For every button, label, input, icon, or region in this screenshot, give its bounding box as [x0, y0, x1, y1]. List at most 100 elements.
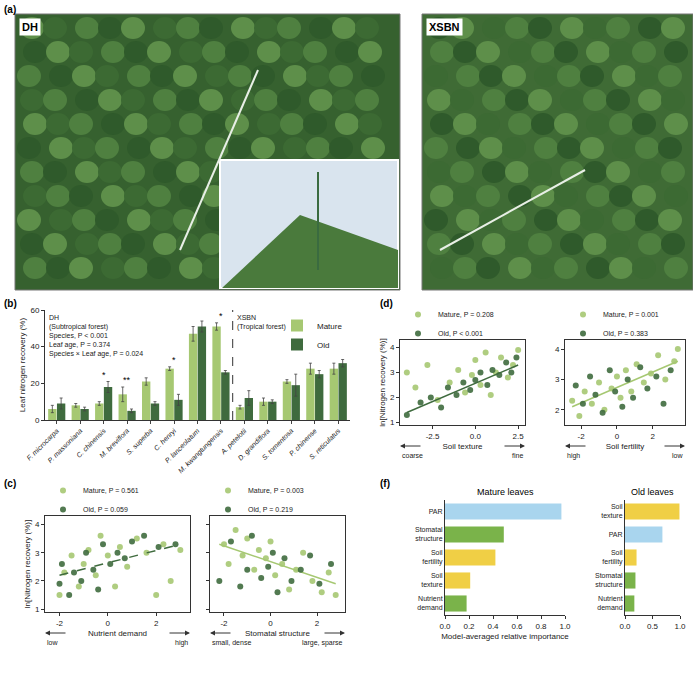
svg-text:P. lanceolatum: P. lanceolatum [164, 427, 201, 464]
svg-text:Old, P = 0.383: Old, P = 0.383 [603, 330, 648, 337]
svg-text:0.4: 0.4 [487, 622, 499, 631]
svg-text:0: 0 [615, 432, 620, 441]
svg-text:0.8: 0.8 [535, 622, 547, 631]
svg-text:(b): (b) [4, 298, 17, 309]
svg-text:1.0: 1.0 [674, 622, 686, 631]
svg-text:S. superba: S. superba [125, 427, 155, 457]
svg-text:D. grandiflora: D. grandiflora [236, 427, 271, 462]
svg-text:low: low [47, 639, 58, 646]
svg-text:0.0: 0.0 [439, 622, 451, 631]
svg-text:Nutrient demand: Nutrient demand [88, 629, 147, 638]
svg-text:4: 4 [35, 520, 40, 529]
svg-text:Old leaves: Old leaves [631, 487, 674, 497]
svg-text:coarse: coarse [402, 452, 423, 459]
svg-text:**: ** [123, 375, 131, 385]
svg-text:Mature, P = 0.561: Mature, P = 0.561 [83, 487, 139, 494]
svg-text:Leaf nitrogen recovery (%): Leaf nitrogen recovery (%) [18, 318, 27, 413]
svg-text:Soilfertility: Soilfertility [422, 549, 443, 566]
svg-text:A. petelotii: A. petelotii [219, 427, 249, 457]
svg-text:small, dense: small, dense [212, 639, 251, 646]
svg-text:40: 40 [30, 342, 39, 351]
svg-text:*: * [219, 311, 223, 321]
svg-text:Old, P < 0.001: Old, P < 0.001 [438, 330, 483, 337]
svg-text:Old: Old [317, 341, 329, 350]
svg-text:P. chinense: P. chinense [288, 427, 318, 457]
svg-text:Old, P = 0.219: Old, P = 0.219 [248, 506, 293, 513]
svg-text:Mature leaves: Mature leaves [477, 487, 534, 497]
svg-text:XSBN(Tropical forest): XSBN(Tropical forest) [237, 314, 286, 331]
svg-text:Mature: Mature [317, 322, 342, 331]
svg-text:high: high [567, 452, 580, 460]
svg-text:3: 3 [35, 549, 40, 558]
svg-text:M. breviflora: M. breviflora [98, 427, 130, 459]
svg-text:(d): (d) [380, 298, 393, 309]
svg-text:0: 0 [268, 619, 273, 628]
svg-text:0.0: 0.0 [470, 432, 482, 441]
svg-text:large, sparse: large, sparse [302, 639, 343, 647]
svg-text:Stomatal structure: Stomatal structure [245, 629, 310, 638]
svg-text:Mature, P = 0.001: Mature, P = 0.001 [603, 311, 659, 318]
svg-text:S. tomentosa: S. tomentosa [260, 427, 294, 461]
svg-text:1: 1 [390, 418, 395, 427]
svg-text:4: 4 [390, 343, 395, 352]
svg-text:Soil texture: Soil texture [442, 442, 483, 451]
svg-text:0.2: 0.2 [463, 622, 475, 631]
svg-text:1: 1 [35, 605, 40, 614]
svg-text:-2: -2 [220, 619, 228, 628]
svg-text:Soiltexture: Soiltexture [421, 572, 443, 588]
svg-text:S. reticulatus: S. reticulatus [308, 427, 342, 461]
svg-text:Stomatalstructure: Stomatalstructure [415, 526, 443, 542]
svg-text:0.6: 0.6 [511, 622, 523, 631]
svg-text:Soiltexture: Soiltexture [601, 503, 623, 519]
svg-text:DH: DH [22, 21, 38, 33]
svg-text:Mature, P = 0.003: Mature, P = 0.003 [248, 487, 304, 494]
svg-text:C. chinensis: C. chinensis [75, 427, 107, 459]
svg-text:2: 2 [35, 577, 40, 586]
svg-text:0: 0 [106, 619, 111, 628]
svg-text:Stomatalstructure: Stomatalstructure [595, 572, 623, 588]
svg-text:60: 60 [30, 306, 39, 315]
svg-text:1.0: 1.0 [559, 622, 571, 631]
svg-text:(c): (c) [4, 478, 16, 489]
svg-text:0: 0 [35, 416, 40, 425]
svg-text:-2: -2 [56, 619, 64, 628]
svg-text:C. henryi: C. henryi [152, 427, 178, 453]
svg-text:PAR: PAR [609, 531, 623, 538]
svg-text:fine: fine [512, 452, 523, 459]
svg-text:*: * [102, 370, 106, 380]
svg-text:ln[Nitrogen recovery (%)]: ln[Nitrogen recovery (%)] [23, 520, 32, 608]
svg-text:4: 4 [555, 345, 560, 354]
svg-text:3: 3 [390, 368, 395, 377]
svg-text:low: low [672, 452, 683, 459]
svg-text:M. kwangtungensis: M. kwangtungensis [177, 427, 225, 475]
svg-text:0.5: 0.5 [647, 622, 659, 631]
svg-text:*: * [172, 355, 176, 365]
svg-text:F. microcarpa: F. microcarpa [25, 427, 60, 462]
svg-text:20: 20 [30, 379, 39, 388]
svg-text:(f): (f) [380, 478, 390, 489]
svg-text:0.0: 0.0 [619, 622, 631, 631]
svg-text:Model-averaged relative import: Model-averaged relative importance [441, 632, 569, 641]
svg-text:2: 2 [651, 432, 656, 441]
svg-text:XSBN: XSBN [429, 21, 460, 33]
svg-text:PAR: PAR [429, 508, 443, 515]
svg-text:2.5: 2.5 [513, 432, 525, 441]
svg-text:-2: -2 [578, 432, 586, 441]
svg-text:ln[Nitrogen recovery (%)]: ln[Nitrogen recovery (%)] [378, 338, 387, 426]
svg-text:2: 2 [154, 619, 159, 628]
svg-text:Old, P = 0.059: Old, P = 0.059 [83, 506, 128, 513]
svg-text:DH(Subtropical forest)Species,: DH(Subtropical forest)Species, P < 0.001… [49, 314, 143, 358]
svg-text:2: 2 [315, 619, 320, 628]
svg-text:(a): (a) [4, 4, 16, 15]
svg-text:Soil fertility: Soil fertility [606, 442, 645, 451]
svg-text:2: 2 [390, 393, 395, 402]
svg-text:Soilfertility: Soilfertility [602, 549, 623, 566]
svg-text:Mature, P = 0.208: Mature, P = 0.208 [438, 311, 494, 318]
svg-text:Nutrientdemand: Nutrientdemand [417, 595, 442, 611]
svg-text:3: 3 [555, 375, 560, 384]
svg-text:2: 2 [555, 406, 560, 415]
svg-text:Nutrientdemand: Nutrientdemand [597, 595, 622, 611]
svg-text:-2.5: -2.5 [426, 432, 440, 441]
svg-text:P. massoniana: P. massoniana [46, 427, 83, 464]
svg-text:high: high [175, 639, 188, 647]
